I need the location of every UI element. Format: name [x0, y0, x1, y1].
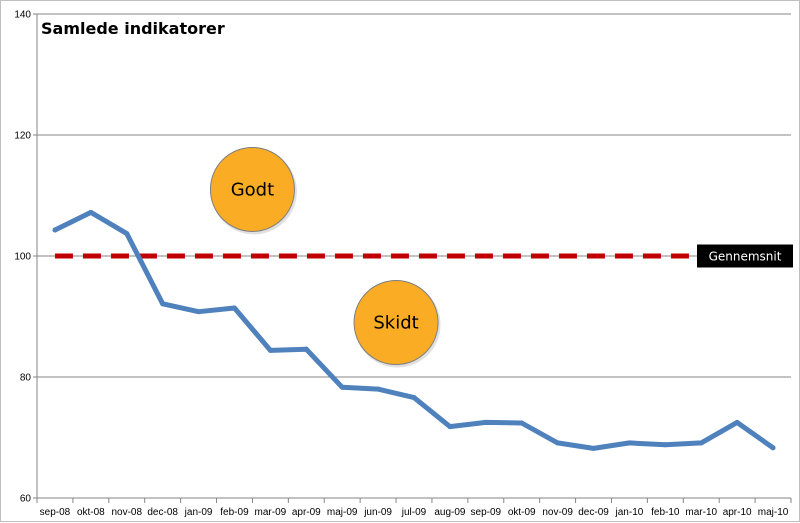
data-point — [52, 227, 58, 233]
x-tick-label: sep-09 — [471, 507, 502, 518]
series-group — [52, 209, 776, 451]
data-point — [662, 442, 668, 448]
data-point — [231, 305, 237, 311]
annotations: Godt Skidt — [209, 146, 441, 368]
reference-label-box — [697, 244, 793, 268]
x-tick-label: dec-09 — [578, 507, 609, 518]
y-tick-label: 100 — [14, 252, 31, 263]
x-tick-label: mar-10 — [685, 507, 717, 518]
y-tick-label: 140 — [14, 10, 31, 21]
annotation-label: Godt — [231, 179, 274, 200]
x-tick-label: okt-09 — [508, 507, 536, 518]
data-point — [124, 231, 130, 237]
x-tick-labels: sep-08 okt-08 nov-08 dec-08 jan-09 feb-09 mar-… — [40, 507, 789, 518]
x-tick-label: jan-10 — [615, 507, 644, 518]
chart-title: Samlede indikatorer — [41, 19, 225, 38]
y-tick-label: 60 — [20, 494, 32, 505]
data-point — [447, 424, 453, 430]
data-point — [626, 440, 632, 446]
x-tick-label: nov-09 — [542, 507, 573, 518]
x-tick-label: maj-09 — [327, 507, 358, 518]
y-tick-label: 120 — [14, 131, 31, 142]
data-point — [770, 445, 776, 451]
y-tick-labels: 60 80 100 120 140 — [14, 10, 31, 505]
reference-line-group: Gennemsnit — [54, 244, 793, 268]
annotation-bubble — [353, 280, 439, 366]
data-point — [375, 386, 381, 392]
x-tick-label: feb-09 — [220, 507, 249, 518]
data-point — [196, 309, 202, 315]
gridlines — [33, 13, 792, 503]
data-point — [267, 347, 273, 353]
data-point — [591, 445, 597, 451]
data-point — [303, 346, 309, 352]
reference-label: Gennemsnit — [709, 250, 782, 264]
data-point — [519, 420, 525, 426]
data-point — [734, 419, 740, 425]
x-tick-label: maj-10 — [758, 507, 789, 518]
data-point — [698, 440, 704, 446]
data-point — [88, 209, 94, 215]
annotation-label: Skidt — [373, 313, 418, 334]
x-tick-label: jan-09 — [184, 507, 213, 518]
x-tick-label: okt-08 — [77, 507, 105, 518]
x-tick-label: feb-10 — [651, 507, 680, 518]
x-tick-label: apr-09 — [292, 507, 321, 518]
x-tick-label: jun-09 — [363, 507, 392, 518]
data-point — [555, 440, 561, 446]
x-tick-label: mar-09 — [255, 507, 287, 518]
x-tick-label: dec-08 — [147, 507, 178, 518]
x-tick-label: nov-08 — [111, 507, 142, 518]
data-point — [160, 301, 166, 307]
y-tick-label: 80 — [20, 373, 32, 384]
data-point — [483, 419, 489, 425]
data-point — [411, 395, 417, 401]
annotation-bubble — [209, 146, 295, 232]
x-tick-label: aug-09 — [434, 507, 466, 518]
x-tick-label: jul-09 — [401, 507, 427, 518]
data-point — [339, 384, 345, 390]
x-tick-label: apr-10 — [723, 507, 752, 518]
axes — [36, 14, 791, 499]
x-tick-label: sep-08 — [40, 507, 71, 518]
